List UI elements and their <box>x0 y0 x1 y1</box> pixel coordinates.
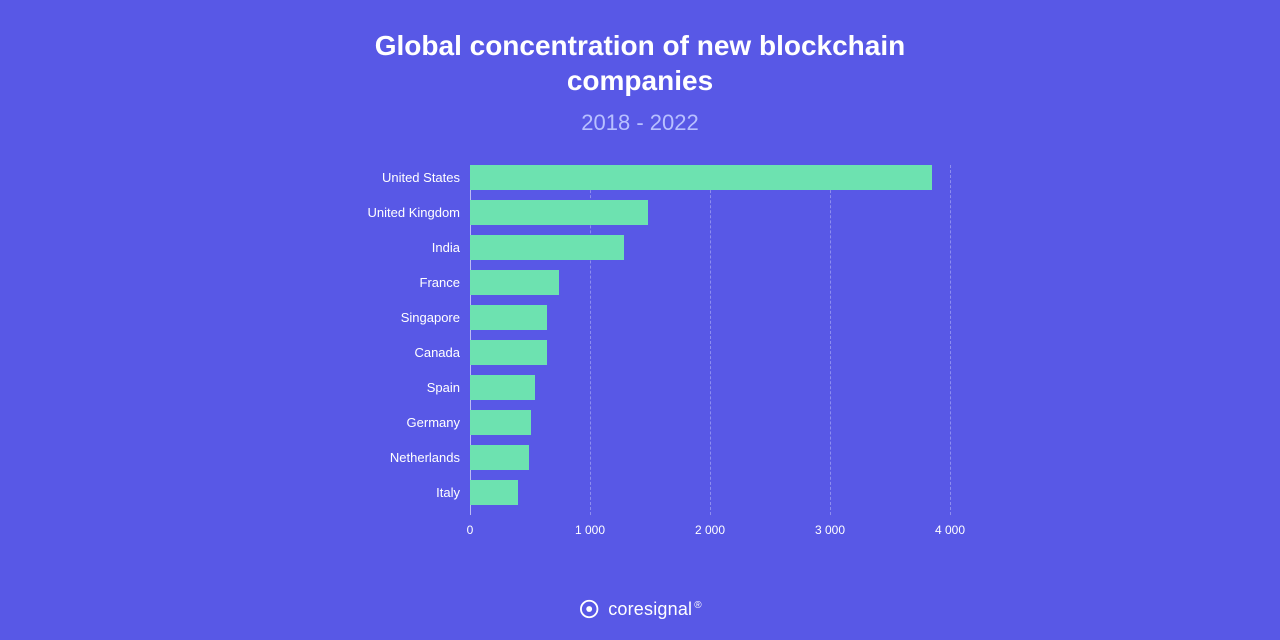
chart-title: Global concentration of new blockchain c… <box>0 0 1280 98</box>
y-tick-label: Italy <box>320 480 460 505</box>
y-tick-label: India <box>320 235 460 260</box>
y-tick-label: Canada <box>320 340 460 365</box>
y-tick-label: Netherlands <box>320 445 460 470</box>
x-tick-label: 1 000 <box>575 523 605 537</box>
x-tick-label: 2 000 <box>695 523 725 537</box>
bar <box>470 375 535 400</box>
y-tick-label: Spain <box>320 375 460 400</box>
y-tick-label: United States <box>320 165 460 190</box>
y-tick-label: Singapore <box>320 305 460 330</box>
plot-area: 01 0002 0003 0004 000United StatesUnited… <box>470 165 950 515</box>
gridline <box>710 165 711 515</box>
x-tick-label: 4 000 <box>935 523 965 537</box>
coresignal-icon <box>578 598 600 620</box>
bar <box>470 270 559 295</box>
y-tick-label: France <box>320 270 460 295</box>
bar <box>470 305 547 330</box>
chart-subtitle: 2018 - 2022 <box>0 110 1280 136</box>
brand-logo: coresignal® <box>578 598 702 620</box>
bar <box>470 235 624 260</box>
bar <box>470 480 518 505</box>
y-tick-label: Germany <box>320 410 460 435</box>
y-tick-label: United Kingdom <box>320 200 460 225</box>
gridline <box>950 165 951 515</box>
gridline <box>830 165 831 515</box>
bar <box>470 200 648 225</box>
x-tick-label: 0 <box>467 523 474 537</box>
bar <box>470 445 529 470</box>
chart-area: 01 0002 0003 0004 000United StatesUnited… <box>330 165 950 545</box>
x-tick-label: 3 000 <box>815 523 845 537</box>
brand-name: coresignal® <box>608 599 702 620</box>
bar <box>470 410 531 435</box>
bar <box>470 165 932 190</box>
bar <box>470 340 547 365</box>
